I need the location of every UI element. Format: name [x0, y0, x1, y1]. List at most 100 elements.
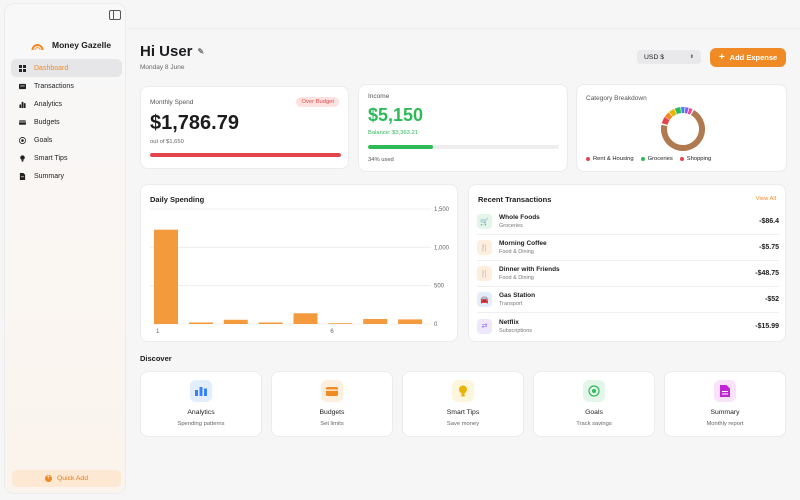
brand: Money Gazelle — [31, 38, 111, 51]
bar-day-4[interactable] — [258, 322, 283, 324]
transaction-row[interactable]: ⇄ Netflix Subscriptions -$15.99 — [477, 313, 779, 339]
quick-add-button[interactable]: + Quick Add — [12, 470, 121, 487]
card-icon — [321, 380, 343, 402]
sidebar-item-goals[interactable]: Goals — [11, 131, 122, 149]
spend-progress-track — [150, 153, 341, 157]
bar-day-5[interactable] — [293, 313, 318, 324]
y-tick-label: 0 — [434, 322, 438, 328]
gazelle-logo-icon — [31, 44, 44, 51]
plus-icon: + — [45, 475, 52, 482]
donut-slice-food — [661, 107, 705, 151]
income-used-text: 34% used — [368, 157, 394, 163]
discover-card-budgets[interactable]: Budgets Set limits — [271, 371, 393, 437]
discover-card-summary[interactable]: Summary Monthly report — [664, 371, 786, 437]
bar-chart-icon — [19, 101, 26, 108]
over-budget-badge: Over Budget — [296, 97, 339, 107]
transaction-name: Dinner with Friends — [499, 266, 560, 273]
sidebar-item-label: Analytics — [34, 100, 63, 108]
transaction-row[interactable]: 🚘 Gas Station Transport -$52 — [477, 287, 779, 313]
budget-limit-text: out of $1,650 — [150, 139, 184, 145]
discover-card-title: Budgets — [319, 409, 345, 416]
brand-name: Money Gazelle — [52, 39, 112, 50]
lightbulb-icon — [452, 380, 474, 402]
daily-spending-card: 1,500 1,000 500 0 1 6 Daily Spending — [140, 184, 458, 342]
discover-card-analytics[interactable]: Analytics Spending patterns — [140, 371, 262, 437]
transaction-amount: -$52 — [764, 296, 779, 303]
y-tick-label: 1,500 — [434, 207, 450, 213]
transaction-row[interactable]: 🛒 Whole Foods Groceries -$86.4 — [477, 209, 779, 235]
discover-card-smart-tips[interactable]: Smart Tips Save money — [402, 371, 524, 437]
currency-code: USD — [644, 53, 659, 61]
sidebar-item-dashboard[interactable]: Dashboard — [11, 59, 122, 77]
income-progress-track — [368, 145, 559, 149]
bar-day-6[interactable] — [328, 323, 353, 324]
sidebar-item-label: Summary — [34, 172, 64, 180]
transaction-amount: -$86.4 — [759, 218, 779, 225]
sidebar-item-summary[interactable]: Summary — [11, 167, 122, 185]
category-breakdown-card: Category Breakdown Rent & Housing Grocer… — [576, 84, 787, 172]
discover-card-subtitle: Monthly report — [706, 421, 744, 427]
sidebar-item-label: Transactions — [34, 82, 74, 90]
transaction-list: 🛒 Whole Foods Groceries -$86.4 🍴 Morning Coff… — [477, 209, 779, 339]
quick-add-label: Quick Add — [57, 475, 88, 482]
transaction-name: Gas Station — [499, 292, 536, 299]
currency-select[interactable]: USD $ ⬍ — [637, 50, 701, 64]
discover-card-goals[interactable]: Goals Track savings — [533, 371, 655, 437]
sidebar: Money Gazelle Dashboard Transactions Ana… — [4, 3, 126, 494]
income-label: Income — [368, 93, 390, 100]
sidebar-item-analytics[interactable]: Analytics — [11, 95, 122, 113]
transaction-text: Gas Station Transport — [499, 292, 765, 307]
repeat-icon: ⇄ — [477, 318, 492, 334]
bar-day-7[interactable] — [363, 319, 388, 324]
sidebar-item-transactions[interactable]: Transactions — [11, 77, 122, 95]
add-expense-button[interactable]: + Add Expense — [710, 48, 786, 67]
current-date: Monday 8 June — [140, 64, 185, 71]
discover-card-title: Analytics — [187, 409, 215, 416]
monthly-spend-amount: $1,786.79 — [150, 112, 239, 134]
transaction-amount: -$5.75 — [759, 244, 779, 251]
transaction-text: Netflix Subscriptions — [499, 319, 755, 334]
transaction-name: Netflix — [499, 318, 519, 326]
bar-day-1[interactable] — [154, 229, 178, 324]
transaction-amount: -$15.99 — [755, 322, 779, 330]
currency-symbol: $ — [660, 53, 665, 61]
transaction-category: Transport — [499, 301, 523, 307]
daily-spending-chart: 1,500 1,000 500 0 1 6 — [150, 207, 450, 335]
transaction-row[interactable]: 🍴 Dinner with Friends Food & Dining -$48.75 — [477, 261, 779, 287]
transaction-row[interactable]: 🍴 Morning Coffee Food & Dining -$5.75 — [477, 235, 779, 261]
transaction-name: Whole Foods — [499, 214, 540, 221]
income-amount: $5,150 — [368, 105, 424, 125]
income-progress-fill — [368, 145, 433, 149]
category-donut-chart — [661, 107, 705, 151]
grid-icon — [19, 64, 26, 72]
legend-item: Rent & Housing — [586, 156, 634, 162]
chevron-updown-icon: ⬍ — [689, 54, 694, 60]
toolbar-divider — [128, 28, 800, 29]
discover-card-subtitle: Track savings — [576, 421, 612, 427]
x-tick-label: 1 — [156, 329, 160, 335]
bar-day-8[interactable] — [398, 319, 423, 324]
document-icon — [714, 380, 736, 402]
sidebar-item-label: Dashboard — [34, 64, 69, 72]
view-all-link[interactable]: View All — [755, 196, 776, 202]
x-tick-label: 6 — [330, 329, 334, 335]
bar-day-3[interactable] — [223, 319, 248, 324]
daily-spending-title: Daily Spending — [150, 195, 205, 204]
bar-day-2[interactable] — [188, 322, 213, 324]
transaction-text: Whole Foods Groceries — [499, 214, 759, 229]
sidebar-item-label: Budgets — [34, 118, 60, 126]
monthly-spend-card: Monthly Spend Over Budget $1,786.79 out … — [140, 86, 349, 169]
pencil-icon[interactable]: ✎ — [197, 47, 205, 56]
target-icon — [19, 136, 26, 144]
sidebar-item-label: Smart Tips — [34, 154, 68, 162]
sidebar-toggle-icon[interactable] — [109, 10, 121, 20]
category-breakdown-label: Category Breakdown — [586, 95, 647, 102]
transaction-category: Groceries — [499, 223, 523, 229]
legend-item: Groceries — [640, 156, 673, 162]
target-icon — [583, 380, 605, 402]
category-legend: Rent & Housing Groceries Shopping — [586, 156, 711, 162]
discover-title: Discover — [140, 354, 172, 363]
sidebar-item-budgets[interactable]: Budgets — [11, 113, 122, 131]
sidebar-item-smart-tips[interactable]: Smart Tips — [11, 149, 122, 167]
transaction-category: Subscriptions — [499, 327, 533, 334]
